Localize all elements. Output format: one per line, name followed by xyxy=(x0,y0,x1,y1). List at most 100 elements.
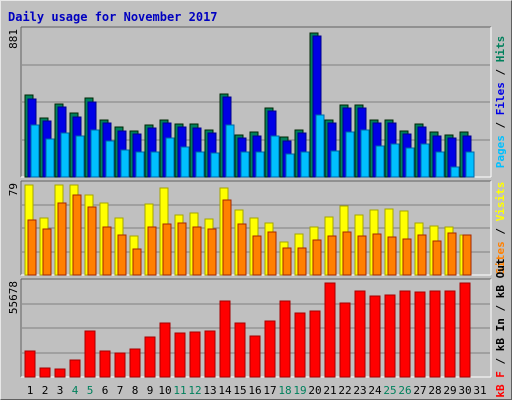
bar-sites xyxy=(147,226,157,276)
bar-sites xyxy=(102,226,112,276)
bar-pages xyxy=(105,140,115,178)
label-separator: / xyxy=(494,298,507,318)
bar-kb-f xyxy=(384,294,396,378)
bar-pages xyxy=(165,137,175,178)
bar-pages xyxy=(285,153,295,178)
x-tick-label: 24 xyxy=(368,384,382,397)
bar-pages xyxy=(240,151,250,178)
x-tick-label: 23 xyxy=(353,384,366,397)
bar-kb-f xyxy=(264,320,276,378)
label-part: kB F xyxy=(494,371,507,398)
bar-sites xyxy=(222,199,232,276)
bar-kb-f xyxy=(249,335,261,378)
x-tick-label: 8 xyxy=(132,384,139,397)
bar-pages xyxy=(210,152,220,178)
bar-sites xyxy=(447,232,457,276)
bar-pages xyxy=(120,149,130,178)
x-tick-label: 7 xyxy=(117,384,124,397)
bar-sites xyxy=(87,206,97,276)
bar-kb-f xyxy=(369,295,381,378)
bar-pages xyxy=(195,151,205,178)
bar-sites xyxy=(237,223,247,276)
series-axis-label: Sites / Visits xyxy=(494,182,507,275)
x-tick-label: 27 xyxy=(413,384,426,397)
x-tick-label: 15 xyxy=(233,384,246,397)
bar-pages xyxy=(45,138,55,178)
label-separator: / xyxy=(494,115,507,135)
x-tick-label: 16 xyxy=(248,384,261,397)
label-part: kB Out xyxy=(494,258,507,298)
bar-sites xyxy=(117,234,127,276)
bar-kb-f xyxy=(414,291,426,378)
label-part: Files xyxy=(494,82,507,115)
panel-visits-sites: 79 Sites / Visits xyxy=(7,180,507,276)
label-separator: / xyxy=(494,221,507,241)
bar-sites xyxy=(192,226,202,276)
x-tick-label: 10 xyxy=(158,384,171,397)
bar-sites xyxy=(42,228,52,276)
y-max-label: 79 xyxy=(7,183,20,196)
bar-pages xyxy=(30,124,40,178)
x-tick-labels: 1 2 3 4 5 6 7 8 9 10 11 12 13 14 15 16 17 18 19 20 21 22 23 24 2… xyxy=(27,384,487,397)
x-tick-label: 5 xyxy=(87,384,94,397)
bar-kb-f xyxy=(219,300,231,378)
bar-pages xyxy=(405,147,415,178)
x-tick-label: 30 xyxy=(458,384,471,397)
y-max-label: 55678 xyxy=(7,281,20,314)
bar-kb-f xyxy=(189,331,201,378)
bar-sites xyxy=(327,235,337,276)
x-tick-label: 19 xyxy=(293,384,306,397)
bar-kb-f xyxy=(324,282,336,378)
bar-pages xyxy=(420,143,430,178)
x-tick-label: 25 xyxy=(383,384,396,397)
bar-pages xyxy=(375,145,385,178)
bar-sites xyxy=(312,239,322,276)
x-tick-label: 22 xyxy=(338,384,351,397)
bar-pages xyxy=(390,143,400,178)
label-part: kB In xyxy=(494,318,507,351)
bar-sites xyxy=(417,234,427,276)
bar-pages xyxy=(60,132,70,178)
bar-pages xyxy=(75,135,85,178)
x-tick-label: 6 xyxy=(102,384,109,397)
x-tick-label: 13 xyxy=(203,384,216,397)
bar-kb-f xyxy=(399,290,411,378)
panel-kbytes: 55678 kB F / kB In / kB Out xyxy=(7,258,507,397)
bar-sites xyxy=(267,231,277,276)
x-tick-label: 20 xyxy=(308,384,321,397)
bar-kb-f xyxy=(459,282,471,378)
bar-pages xyxy=(450,166,460,178)
bar-kb-f xyxy=(339,302,351,378)
bar-kb-f xyxy=(204,330,216,378)
bar-kb-f xyxy=(39,367,51,378)
bar-kb-f xyxy=(54,368,66,378)
x-tick-label: 2 xyxy=(42,384,49,397)
bar-kb-f xyxy=(99,350,111,378)
bar-sites xyxy=(387,236,397,276)
bar-pages xyxy=(255,151,265,178)
x-tick-label: 26 xyxy=(398,384,411,397)
bar-kb-f xyxy=(69,359,81,378)
x-tick-label: 4 xyxy=(72,384,79,397)
series-axis-label: kB F / kB In / kB Out xyxy=(494,258,507,397)
bar-sites xyxy=(132,248,142,276)
bar-kb-f xyxy=(294,312,306,378)
bar-sites xyxy=(342,231,352,276)
label-part: Sites xyxy=(494,241,507,274)
bar-sites xyxy=(297,247,307,276)
bar-pages xyxy=(360,129,370,178)
bar-pages xyxy=(345,131,355,178)
bar-pages xyxy=(300,151,310,178)
bar-kb-f xyxy=(144,336,156,378)
bar-sites xyxy=(207,228,217,276)
label-part: Visits xyxy=(494,182,507,222)
y-max-label: 881 xyxy=(7,29,20,49)
bar-kb-f xyxy=(234,322,246,378)
x-tick-label: 9 xyxy=(147,384,154,397)
bar-sites xyxy=(282,247,292,276)
bar-kb-f xyxy=(444,290,456,378)
x-tick-label: 31 xyxy=(473,384,486,397)
bar-pages xyxy=(225,124,235,178)
